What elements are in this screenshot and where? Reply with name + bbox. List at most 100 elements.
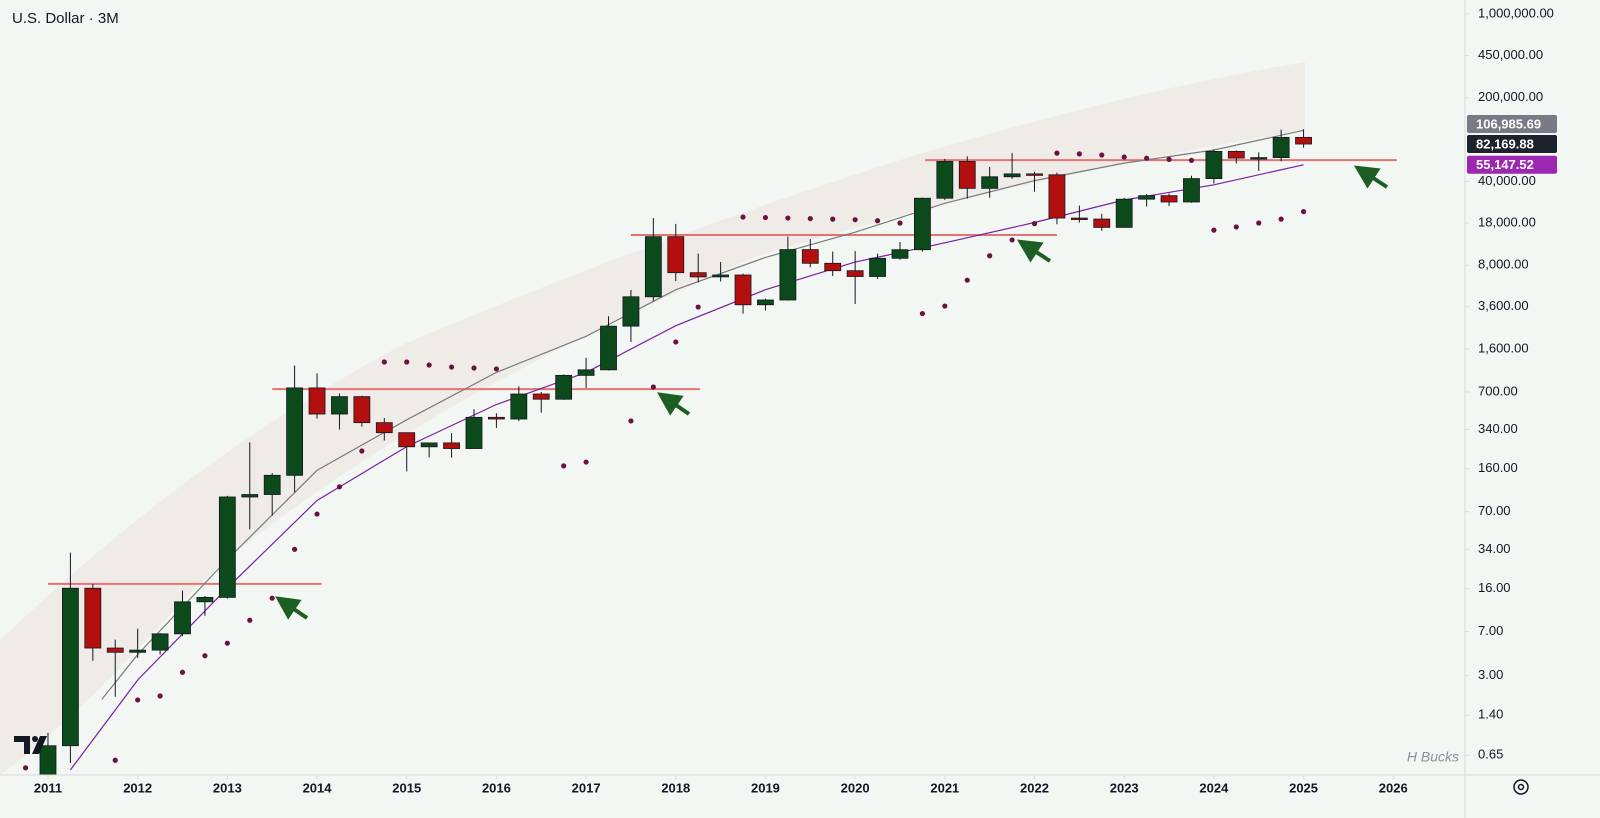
sar-dot bbox=[1211, 227, 1217, 233]
trend-line bbox=[69, 164, 1304, 771]
sar-dot bbox=[157, 693, 163, 699]
candle-body bbox=[644, 236, 662, 298]
candle-body bbox=[891, 249, 909, 259]
x-tick-label: 2024 bbox=[1199, 780, 1229, 795]
candle-body bbox=[846, 270, 864, 277]
candle-body bbox=[1227, 151, 1245, 159]
sar-dot bbox=[1031, 221, 1038, 227]
sar-dot bbox=[852, 217, 858, 223]
candle-body bbox=[936, 161, 954, 199]
x-tick-label: 2025 bbox=[1289, 780, 1318, 795]
candle-body bbox=[712, 274, 730, 278]
y-tick-label: 3.00 bbox=[1478, 667, 1503, 682]
y-tick-label: 18,000.00 bbox=[1478, 214, 1536, 229]
y-tick-label: 8,000.00 bbox=[1478, 257, 1529, 272]
sar-dot bbox=[673, 339, 679, 345]
sar-dot bbox=[1188, 157, 1195, 163]
arrow bbox=[1353, 165, 1389, 189]
sar-dot bbox=[404, 359, 410, 365]
candle-body bbox=[914, 197, 931, 251]
sar-dot bbox=[1144, 155, 1150, 161]
candle-body bbox=[286, 387, 304, 476]
annotation-arrows bbox=[275, 165, 1389, 620]
candle-body bbox=[1138, 195, 1156, 200]
sar-dot bbox=[897, 220, 903, 226]
sar-dot bbox=[448, 364, 455, 370]
candle-body bbox=[1183, 178, 1200, 203]
candle-body bbox=[1295, 136, 1312, 145]
candle-body bbox=[1026, 173, 1043, 176]
y-tick-label: 700.00 bbox=[1478, 383, 1518, 398]
sar-dot bbox=[22, 765, 29, 771]
sar-dot bbox=[830, 216, 836, 222]
candle-body bbox=[555, 374, 573, 400]
x-tick-label: 2015 bbox=[392, 780, 421, 795]
candle-body bbox=[443, 442, 460, 449]
sar-dot bbox=[561, 463, 567, 469]
price-label-box bbox=[1467, 155, 1557, 174]
candle-body bbox=[981, 176, 999, 189]
settings-icon[interactable] bbox=[1513, 779, 1529, 795]
y-tick-label: 0.65 bbox=[1478, 747, 1503, 762]
sar-dot bbox=[650, 384, 656, 390]
sar-dot bbox=[381, 359, 387, 365]
logo bbox=[14, 736, 47, 754]
y-tick-label: 200,000.00 bbox=[1478, 89, 1543, 104]
candle-body bbox=[824, 262, 842, 272]
sar-dot bbox=[314, 511, 320, 517]
y-tick-label: 7.00 bbox=[1478, 623, 1503, 638]
candle-body bbox=[353, 396, 371, 424]
y-tick-label: 340.00 bbox=[1478, 421, 1518, 436]
candle-body bbox=[600, 325, 617, 371]
candle-body bbox=[958, 161, 976, 189]
sar-dot bbox=[583, 459, 589, 465]
sar-dot bbox=[471, 365, 477, 371]
price-label: 55,147.52 bbox=[1476, 157, 1534, 172]
y-tick-label: 1,000,000.00 bbox=[1478, 5, 1554, 20]
y-tick-label: 1,600.00 bbox=[1478, 340, 1529, 355]
price-label: 82,169.88 bbox=[1476, 136, 1534, 151]
sar-dot bbox=[426, 362, 432, 368]
projection-band bbox=[0, 62, 1305, 775]
sar-dot bbox=[135, 697, 141, 703]
sar-dot bbox=[269, 595, 275, 601]
price-label-box bbox=[1467, 135, 1557, 154]
sar-dot bbox=[1121, 154, 1127, 160]
sar-dot bbox=[942, 303, 948, 309]
x-tick-label: 2020 bbox=[841, 780, 870, 795]
sar-dot bbox=[292, 546, 298, 552]
y-tick-label: 34.00 bbox=[1478, 541, 1511, 556]
sar-dot bbox=[1054, 150, 1060, 156]
candle-body bbox=[218, 496, 236, 598]
candle-body bbox=[398, 432, 416, 448]
sar-dot bbox=[202, 653, 208, 659]
candle-body bbox=[622, 296, 640, 327]
y-tick-label: 450,000.00 bbox=[1478, 47, 1543, 62]
sar-dot bbox=[987, 253, 993, 259]
sar-dot bbox=[179, 669, 186, 675]
x-tick-label: 2019 bbox=[751, 780, 780, 795]
x-tick-label: 2022 bbox=[1020, 780, 1049, 795]
y-tick-label: 160.00 bbox=[1478, 460, 1518, 475]
watermark: H Bucks bbox=[1407, 749, 1459, 765]
arrow bbox=[275, 596, 309, 620]
candle-body bbox=[1250, 157, 1268, 160]
x-tick-label: 2011 bbox=[34, 780, 62, 795]
candle-body bbox=[1003, 173, 1021, 178]
candle-body bbox=[1048, 174, 1066, 219]
x-tick-label: 2012 bbox=[123, 780, 152, 795]
candle-body bbox=[129, 649, 147, 653]
sar-dot bbox=[1256, 220, 1262, 226]
sar-dot bbox=[919, 310, 926, 317]
x-tick-label: 2021 bbox=[930, 780, 959, 795]
candle-body bbox=[510, 393, 528, 420]
sar-dot bbox=[740, 214, 746, 220]
sar-dot bbox=[695, 304, 701, 310]
candle-body bbox=[465, 416, 483, 449]
candle-body bbox=[1093, 218, 1111, 228]
sar-dot bbox=[112, 757, 118, 763]
y-tick-label: 40,000.00 bbox=[1478, 173, 1536, 188]
candle-body bbox=[151, 633, 169, 651]
candle-body bbox=[331, 396, 348, 415]
candle-body bbox=[420, 442, 438, 448]
